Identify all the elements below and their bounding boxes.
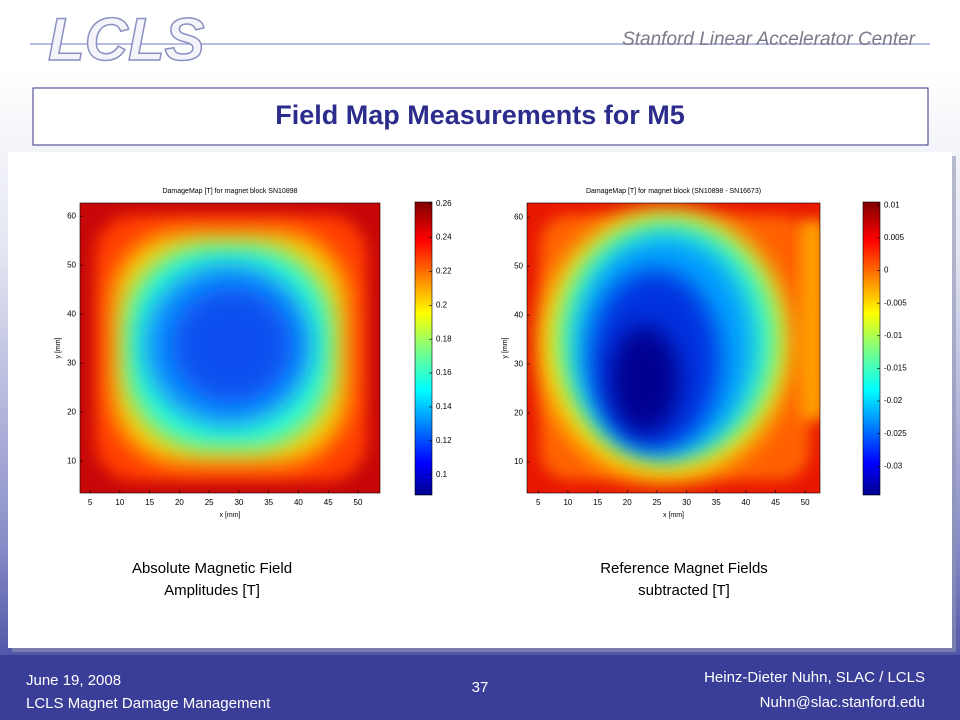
x-tick-label: 25 — [205, 498, 214, 507]
colorbar-tick-label: 0 — [884, 266, 889, 275]
x-tick-label: 5 — [88, 498, 93, 507]
x-tick-label: 40 — [294, 498, 303, 507]
footer-email: Nuhn@slac.stanford.edu — [760, 694, 925, 711]
x-tick-label: 45 — [771, 498, 780, 507]
caption: Amplitudes [T] — [164, 582, 260, 599]
x-tick-label: 10 — [115, 498, 124, 507]
y-tick-label: 60 — [67, 211, 76, 220]
plot-title: DamageMap [T] for magnet block (SN10898 … — [586, 188, 761, 195]
plot-frame — [526, 202, 821, 494]
colorbar-tick-label: 0.26 — [436, 199, 452, 208]
colorbar-tick-label: 0.22 — [436, 267, 452, 276]
caption: Reference Magnet Fields — [600, 560, 768, 577]
x-axis-label: x [mm] — [220, 512, 241, 519]
x-tick-label: 40 — [741, 498, 750, 507]
colorbar-tick-label: 0.01 — [884, 200, 900, 209]
colorbar-tick-label: -0.03 — [884, 461, 903, 470]
y-tick-label: 50 — [514, 261, 523, 270]
y-tick-label: 20 — [514, 408, 523, 417]
x-tick-label: 5 — [536, 498, 541, 507]
x-tick-label: 45 — [324, 498, 333, 507]
y-tick-label: 10 — [67, 456, 76, 465]
x-tick-label: 25 — [652, 498, 661, 507]
x-tick-label: 30 — [234, 498, 243, 507]
organization: Stanford Linear Accelerator Center — [622, 29, 916, 50]
colorbar-tick-label: -0.02 — [884, 396, 903, 405]
y-tick-label: 10 — [514, 457, 523, 466]
plot-title: DamageMap [T] for magnet block SN10898 — [162, 188, 297, 195]
x-tick-label: 35 — [712, 498, 721, 507]
colorbar — [862, 201, 881, 496]
colorbar — [414, 201, 433, 496]
y-tick-label: 30 — [514, 359, 523, 368]
colorbar-tick-label: 0.18 — [436, 334, 452, 343]
y-tick-label: 60 — [514, 212, 523, 221]
colorbar-tick-label: 0.12 — [436, 436, 452, 445]
y-axis-label: y [mm] — [502, 337, 509, 358]
y-tick-label: 20 — [67, 407, 76, 416]
x-tick-label: 15 — [145, 498, 154, 507]
y-tick-label: 40 — [67, 309, 76, 318]
colorbar-tick-label: -0.025 — [884, 429, 907, 438]
y-axis-label: y [mm] — [55, 337, 62, 358]
colorbar-tick-label: -0.01 — [884, 331, 903, 340]
x-tick-label: 10 — [563, 498, 572, 507]
heatmap-field — [527, 203, 820, 493]
caption: Absolute Magnetic Field — [132, 560, 292, 577]
x-tick-label: 20 — [623, 498, 632, 507]
colorbar-tick-label: 0.14 — [436, 402, 452, 411]
page-number: 37 — [472, 679, 489, 696]
logo: LCLS — [48, 6, 205, 73]
x-tick-label: 30 — [682, 498, 691, 507]
plot-frame — [79, 202, 381, 494]
colorbar-tick-label: 0.16 — [436, 368, 452, 377]
x-tick-label: 50 — [801, 498, 810, 507]
y-tick-label: 50 — [67, 260, 76, 269]
colorbar-tick-label: -0.015 — [884, 364, 907, 373]
caption: subtracted [T] — [638, 582, 730, 599]
colorbar-tick-label: -0.005 — [884, 298, 907, 307]
x-tick-label: 15 — [593, 498, 602, 507]
footer-author: Heinz-Dieter Nuhn, SLAC / LCLS — [704, 669, 925, 686]
colorbar-tick-label: 0.2 — [436, 300, 448, 309]
x-tick-label: 20 — [175, 498, 184, 507]
y-tick-label: 40 — [514, 310, 523, 319]
colorbar-tick-label: 0.1 — [436, 470, 448, 479]
heatmap-field — [80, 203, 380, 493]
colorbar-tick-label: 0.005 — [884, 233, 905, 242]
colorbar-tick-label: 0.24 — [436, 233, 452, 242]
footer-subject: LCLS Magnet Damage Management — [26, 695, 271, 712]
x-axis-label: x [mm] — [663, 512, 684, 519]
x-tick-label: 50 — [354, 498, 363, 507]
x-tick-label: 35 — [264, 498, 273, 507]
y-tick-label: 30 — [67, 358, 76, 367]
footer-band — [0, 655, 960, 720]
footer-date: June 19, 2008 — [26, 672, 121, 689]
slide-title: Field Map Measurements for M5 — [275, 100, 685, 130]
title-box — [32, 87, 929, 146]
